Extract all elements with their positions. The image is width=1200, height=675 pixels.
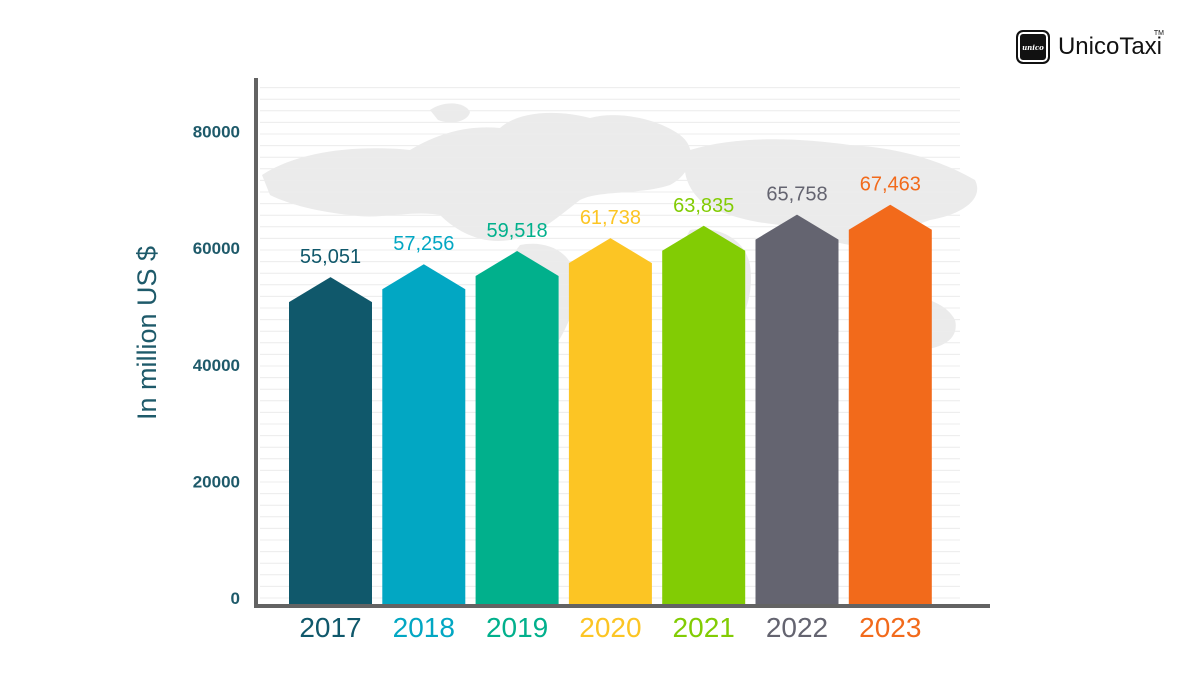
data-label: 63,835	[673, 195, 734, 217]
y-axis-ticks: 0 20000 40000 60000 80000	[193, 123, 240, 608]
y-axis-label: In million US $	[132, 246, 162, 420]
data-label: 65,758	[766, 184, 827, 206]
data-label: 57,256	[393, 233, 454, 255]
trademark-mark: TM	[1153, 30, 1164, 37]
x-tick-label: 2022	[766, 612, 828, 643]
x-tick-label: 2021	[673, 612, 735, 643]
x-tick-label: 2017	[299, 612, 361, 643]
y-tick-label: 60000	[193, 239, 240, 258]
data-label: 55,051	[300, 246, 361, 268]
bars: 55,051 2017 57,256 2018 59,518 2019 61,738 2020…	[289, 174, 932, 643]
x-tick-label: 2018	[393, 612, 455, 643]
bar-2022	[755, 214, 839, 604]
axes	[254, 78, 990, 608]
bar-2020	[568, 238, 652, 604]
brand-name-text: UnicoTaxi	[1057, 33, 1162, 60]
y-tick-label: 40000	[193, 356, 240, 375]
data-label: 61,738	[580, 207, 641, 229]
y-tick-label: 0	[231, 589, 240, 608]
brand-logo: unico UnicoTaxi TM	[1015, 30, 1164, 64]
data-label: 59,518	[487, 220, 548, 242]
y-tick-label: 80000	[193, 123, 240, 142]
bar-2021	[662, 225, 746, 605]
brand-name: UnicoTaxi TM	[1057, 30, 1164, 61]
bar-2019	[475, 251, 559, 604]
taxi-logo-icon: unico	[1015, 30, 1050, 64]
bar-2023	[848, 204, 932, 604]
data-label: 67,463	[860, 174, 921, 196]
x-tick-label: 2020	[579, 612, 641, 643]
x-tick-label: 2023	[859, 612, 921, 643]
x-tick-label: 2019	[486, 612, 548, 643]
y-tick-label: 20000	[193, 472, 240, 491]
bar-2017	[289, 277, 372, 604]
bar-2018	[382, 264, 466, 604]
